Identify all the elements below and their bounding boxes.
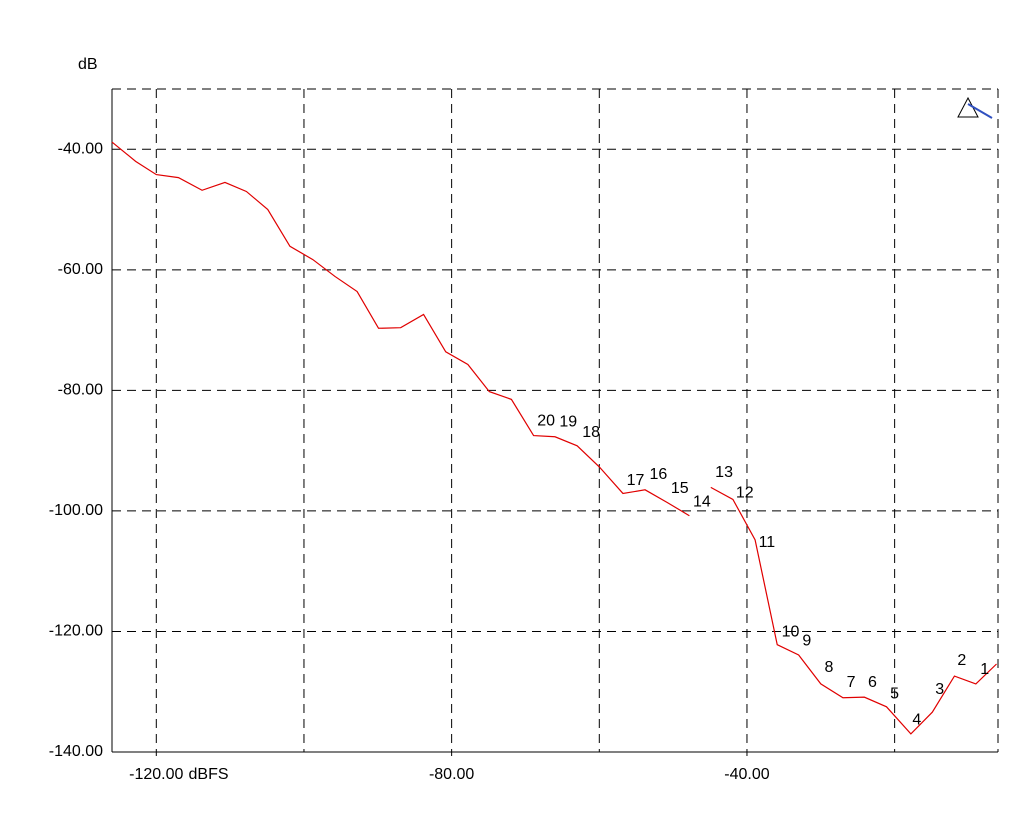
y-tick-label: -80.00 bbox=[58, 382, 103, 399]
point-annotation: 1 bbox=[980, 661, 989, 678]
point-annotation: 9 bbox=[802, 632, 811, 649]
data-line bbox=[111, 141, 690, 517]
point-annotation: 7 bbox=[847, 674, 856, 691]
point-annotation: 6 bbox=[868, 674, 877, 691]
point-annotation: 12 bbox=[736, 485, 754, 502]
y-axis-label: dB bbox=[78, 56, 98, 73]
x-axis-label: dBFS bbox=[189, 766, 229, 783]
point-annotation: 4 bbox=[912, 711, 921, 728]
legend-icon bbox=[957, 96, 993, 119]
point-annotation: 5 bbox=[890, 685, 899, 702]
y-tick-label: -60.00 bbox=[58, 261, 103, 278]
data-line bbox=[710, 486, 997, 735]
point-annotation: 19 bbox=[559, 414, 577, 431]
x-tick-label: -80.00 bbox=[429, 766, 474, 783]
point-annotation: 10 bbox=[782, 623, 800, 640]
point-annotation: 17 bbox=[627, 472, 645, 489]
icon-line bbox=[967, 103, 993, 119]
point-annotation: 18 bbox=[582, 424, 600, 441]
y-tick-label: -120.00 bbox=[49, 623, 103, 640]
point-annotation: 20 bbox=[537, 412, 555, 429]
point-annotation: 8 bbox=[824, 659, 833, 676]
point-annotation: 11 bbox=[759, 534, 776, 551]
x-tick-label: -40.00 bbox=[724, 766, 769, 783]
point-annotation: 3 bbox=[935, 681, 944, 698]
point-annotation: 13 bbox=[715, 464, 733, 481]
point-annotation: 15 bbox=[671, 480, 689, 497]
y-tick-label: -100.00 bbox=[49, 502, 103, 519]
y-tick-label: -40.00 bbox=[58, 140, 103, 157]
y-tick-label: -140.00 bbox=[49, 743, 103, 760]
x-tick-label: -120.00 bbox=[129, 766, 183, 783]
point-annotation: 16 bbox=[649, 466, 667, 483]
point-annotation: 14 bbox=[693, 494, 711, 511]
point-annotation: 2 bbox=[957, 652, 966, 669]
